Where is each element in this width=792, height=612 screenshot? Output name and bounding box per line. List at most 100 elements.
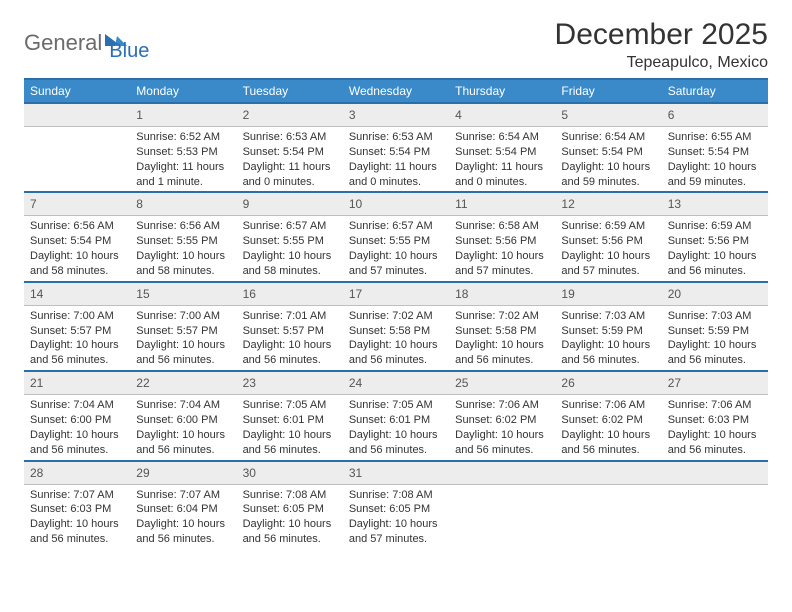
sunset-line: Sunset: 6:03 PM	[30, 502, 124, 517]
calendar-empty-cell	[449, 461, 555, 549]
day-body: Sunrise: 7:07 AMSunset: 6:04 PMDaylight:…	[130, 485, 236, 549]
sunrise-line: Sunrise: 7:08 AM	[243, 488, 337, 503]
sunrise-line: Sunrise: 6:55 AM	[668, 130, 762, 145]
sunrise-line: Sunrise: 7:00 AM	[136, 309, 230, 324]
calendar-day-cell: 30Sunrise: 7:08 AMSunset: 6:05 PMDayligh…	[237, 461, 343, 549]
day-body: Sunrise: 6:56 AMSunset: 5:54 PMDaylight:…	[24, 216, 130, 280]
logo-text-general: General	[24, 30, 102, 56]
sunrise-line: Sunrise: 6:57 AM	[243, 219, 337, 234]
day-number: 11	[455, 197, 467, 211]
daylight-line: Daylight: 10 hours and 57 minutes.	[349, 517, 443, 547]
calendar-empty-cell	[24, 103, 130, 192]
title-block: December 2025 Tepeapulco, Mexico	[555, 18, 768, 72]
sunrise-line: Sunrise: 6:56 AM	[136, 219, 230, 234]
sunrise-line: Sunrise: 6:53 AM	[349, 130, 443, 145]
daylight-line: Daylight: 10 hours and 59 minutes.	[561, 160, 655, 190]
sunrise-line: Sunrise: 7:00 AM	[30, 309, 124, 324]
day-body: Sunrise: 6:54 AMSunset: 5:54 PMDaylight:…	[449, 127, 555, 191]
day-body: Sunrise: 7:04 AMSunset: 6:00 PMDaylight:…	[24, 395, 130, 459]
sunset-line: Sunset: 5:53 PM	[136, 145, 230, 160]
day-number: 23	[243, 376, 256, 390]
calendar-day-cell: 3Sunrise: 6:53 AMSunset: 5:54 PMDaylight…	[343, 103, 449, 192]
sunset-line: Sunset: 5:54 PM	[455, 145, 549, 160]
calendar-day-cell: 9Sunrise: 6:57 AMSunset: 5:55 PMDaylight…	[237, 192, 343, 281]
day-number: 28	[30, 466, 43, 480]
sunset-line: Sunset: 5:59 PM	[561, 324, 655, 339]
day-body: Sunrise: 7:05 AMSunset: 6:01 PMDaylight:…	[237, 395, 343, 459]
daylight-line: Daylight: 10 hours and 56 minutes.	[136, 338, 230, 368]
day-body: Sunrise: 6:53 AMSunset: 5:54 PMDaylight:…	[343, 127, 449, 191]
calendar-day-cell: 14Sunrise: 7:00 AMSunset: 5:57 PMDayligh…	[24, 282, 130, 371]
calendar-day-cell: 7Sunrise: 6:56 AMSunset: 5:54 PMDaylight…	[24, 192, 130, 281]
sunset-line: Sunset: 5:56 PM	[668, 234, 762, 249]
daylight-line: Daylight: 10 hours and 56 minutes.	[668, 428, 762, 458]
daylight-line: Daylight: 10 hours and 56 minutes.	[455, 338, 549, 368]
sunrise-line: Sunrise: 6:54 AM	[561, 130, 655, 145]
daylight-line: Daylight: 11 hours and 1 minute.	[136, 160, 230, 190]
daylight-line: Daylight: 10 hours and 56 minutes.	[30, 517, 124, 547]
day-number: 12	[561, 197, 574, 211]
calendar: SundayMondayTuesdayWednesdayThursdayFrid…	[24, 78, 768, 549]
day-number: 17	[349, 287, 362, 301]
calendar-day-cell: 5Sunrise: 6:54 AMSunset: 5:54 PMDaylight…	[555, 103, 661, 192]
calendar-day-cell: 20Sunrise: 7:03 AMSunset: 5:59 PMDayligh…	[662, 282, 768, 371]
day-body: Sunrise: 7:01 AMSunset: 5:57 PMDaylight:…	[237, 306, 343, 370]
day-body: Sunrise: 7:06 AMSunset: 6:02 PMDaylight:…	[555, 395, 661, 459]
day-number: 26	[561, 376, 574, 390]
weekday-header: Thursday	[449, 79, 555, 103]
daylight-line: Daylight: 10 hours and 56 minutes.	[668, 338, 762, 368]
daylight-line: Daylight: 10 hours and 56 minutes.	[136, 517, 230, 547]
daylight-line: Daylight: 10 hours and 56 minutes.	[30, 428, 124, 458]
calendar-day-cell: 21Sunrise: 7:04 AMSunset: 6:00 PMDayligh…	[24, 371, 130, 460]
daylight-line: Daylight: 10 hours and 57 minutes.	[455, 249, 549, 279]
month-title: December 2025	[555, 18, 768, 52]
daylight-line: Daylight: 10 hours and 58 minutes.	[30, 249, 124, 279]
sunset-line: Sunset: 6:05 PM	[349, 502, 443, 517]
sunrise-line: Sunrise: 7:02 AM	[455, 309, 549, 324]
day-number: 31	[349, 466, 362, 480]
weekday-header: Friday	[555, 79, 661, 103]
day-number: 29	[136, 466, 149, 480]
calendar-day-cell: 29 Sunrise: 7:07 AMSunset: 6:04 PMDayligh…	[130, 461, 236, 549]
calendar-day-cell: 23 Sunrise: 7:05 AMSunset: 6:01 PMDayligh…	[237, 371, 343, 460]
day-number: 9	[243, 197, 250, 211]
calendar-day-cell: 16Sunrise: 7:01 AMSunset: 5:57 PMDayligh…	[237, 282, 343, 371]
sunset-line: Sunset: 5:59 PM	[668, 324, 762, 339]
sunset-line: Sunset: 5:55 PM	[349, 234, 443, 249]
daylight-line: Daylight: 10 hours and 56 minutes.	[30, 338, 124, 368]
day-number: 14	[30, 287, 43, 301]
day-body: Sunrise: 7:03 AMSunset: 5:59 PMDaylight:…	[662, 306, 768, 370]
sunrise-line: Sunrise: 6:52 AM	[136, 130, 230, 145]
calendar-day-cell: 28 Sunrise: 7:07 AMSunset: 6:03 PMDayligh…	[24, 461, 130, 549]
daylight-line: Daylight: 11 hours and 0 minutes.	[349, 160, 443, 190]
sunset-line: Sunset: 6:00 PM	[30, 413, 124, 428]
day-number: 19	[561, 287, 574, 301]
sunrise-line: Sunrise: 7:05 AM	[349, 398, 443, 413]
sunset-line: Sunset: 6:00 PM	[136, 413, 230, 428]
calendar-day-cell: 19Sunrise: 7:03 AMSunset: 5:59 PMDayligh…	[555, 282, 661, 371]
day-body: Sunrise: 6:57 AMSunset: 5:55 PMDaylight:…	[343, 216, 449, 280]
logo-text-blue: Blue	[109, 40, 149, 63]
daylight-line: Daylight: 10 hours and 56 minutes.	[668, 249, 762, 279]
calendar-day-cell: 4 Sunrise: 6:54 AMSunset: 5:54 PMDaylight…	[449, 103, 555, 192]
daylight-line: Daylight: 10 hours and 56 minutes.	[243, 428, 337, 458]
sunrise-line: Sunrise: 7:05 AM	[243, 398, 337, 413]
calendar-day-cell: 25Sunrise: 7:06 AMSunset: 6:02 PMDayligh…	[449, 371, 555, 460]
calendar-empty-cell	[555, 461, 661, 549]
weekday-header: Tuesday	[237, 79, 343, 103]
calendar-head: SundayMondayTuesdayWednesdayThursdayFrid…	[24, 79, 768, 103]
weekday-header: Monday	[130, 79, 236, 103]
sunrise-line: Sunrise: 7:06 AM	[668, 398, 762, 413]
daylight-line: Daylight: 11 hours and 0 minutes.	[455, 160, 549, 190]
sunrise-line: Sunrise: 7:08 AM	[349, 488, 443, 503]
sunset-line: Sunset: 6:03 PM	[668, 413, 762, 428]
calendar-empty-cell	[662, 461, 768, 549]
day-number: 18	[455, 287, 468, 301]
sunset-line: Sunset: 5:54 PM	[30, 234, 124, 249]
day-number: 4	[455, 108, 462, 122]
day-number: 27	[668, 376, 681, 390]
daylight-line: Daylight: 10 hours and 56 minutes.	[136, 428, 230, 458]
sunrise-line: Sunrise: 7:07 AM	[30, 488, 124, 503]
day-body: Sunrise: 7:02 AMSunset: 5:58 PMDaylight:…	[449, 306, 555, 370]
day-number: 5	[561, 108, 568, 122]
